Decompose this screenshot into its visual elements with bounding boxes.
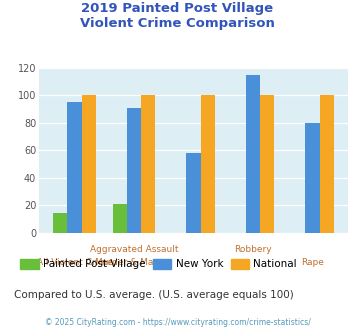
Legend: Painted Post Village, New York, National: Painted Post Village, New York, National — [16, 255, 301, 274]
Text: 2019 Painted Post Village: 2019 Painted Post Village — [81, 2, 274, 15]
Bar — [53, 214, 67, 233]
Bar — [127, 108, 141, 233]
Text: Murder & Mans...: Murder & Mans... — [95, 258, 173, 267]
Text: All Violent Crime: All Violent Crime — [37, 258, 113, 267]
Bar — [141, 95, 155, 233]
Bar — [82, 95, 96, 233]
Bar — [305, 123, 320, 233]
Bar — [246, 75, 260, 233]
Bar — [260, 95, 274, 233]
Text: Aggravated Assault: Aggravated Assault — [90, 245, 178, 254]
Bar — [201, 95, 215, 233]
Text: Compared to U.S. average. (U.S. average equals 100): Compared to U.S. average. (U.S. average … — [14, 290, 294, 300]
Text: Violent Crime Comparison: Violent Crime Comparison — [80, 17, 275, 30]
Bar — [113, 204, 127, 233]
Bar — [67, 102, 82, 233]
Text: © 2025 CityRating.com - https://www.cityrating.com/crime-statistics/: © 2025 CityRating.com - https://www.city… — [45, 318, 310, 327]
Text: Rape: Rape — [301, 258, 324, 267]
Bar — [320, 95, 334, 233]
Text: Robbery: Robbery — [234, 245, 272, 254]
Bar — [186, 153, 201, 233]
